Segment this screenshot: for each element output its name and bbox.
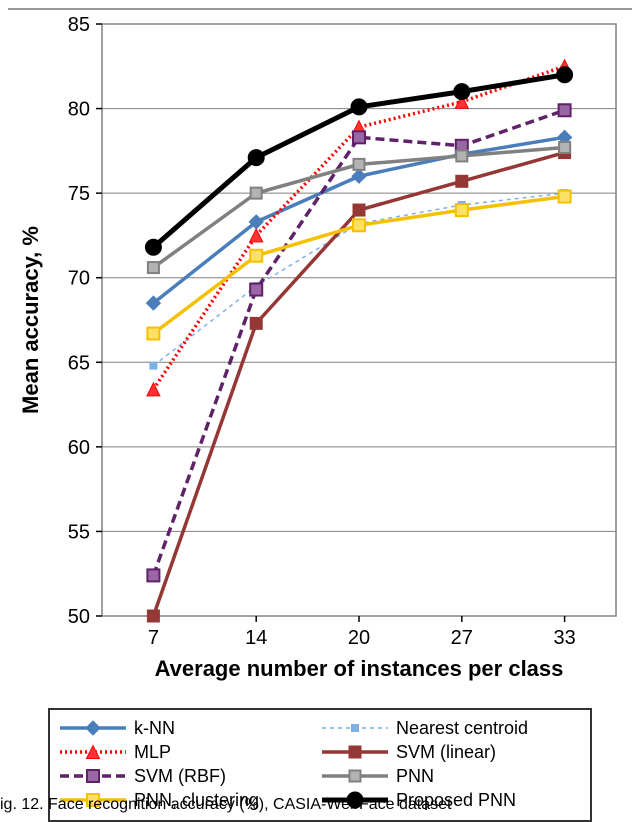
y-tick-label: 75 [68,183,90,205]
x-tick-label: 20 [348,627,370,649]
legend-item: k-NN [58,716,320,740]
legend-swatch [58,741,128,763]
x-tick-label: 14 [245,627,267,649]
legend-swatch [320,765,390,787]
x-tick-label: 7 [148,627,159,649]
legend-item: MLP [58,740,320,764]
legend-item: SVM (linear) [320,740,582,764]
legend-swatch [320,717,390,739]
figure-caption: ig. 12. Face recognition accuracy (%), C… [0,796,640,814]
legend-label: k-NN [134,718,175,739]
legend-swatch [58,717,128,739]
legend-item: PNN [320,764,582,788]
figure-wrap: 50 55 60 65 70 75 80 85 7 14 20 27 33 Mean accuracy, … [0,0,640,817]
chart-area: 50 55 60 65 70 75 80 85 7 14 20 27 33 Mean accuracy, … [8,8,632,700]
x-axis-title: Average number of instances per class [155,656,564,681]
y-tick-label: 55 [68,521,90,543]
y-tick-label: 85 [68,14,90,36]
legend-label: SVM (linear) [396,742,496,763]
legend-swatch [58,765,128,787]
legend-item: SVM (RBF) [58,764,320,788]
y-tick-label: 70 [68,268,90,290]
legend-swatch [320,741,390,763]
y-tick-label: 50 [68,606,90,628]
legend-label: SVM (RBF) [134,766,226,787]
legend-label: Nearest centroid [396,718,528,739]
x-tick-label: 33 [553,627,575,649]
chart-svg: 50 55 60 65 70 75 80 85 7 14 20 27 33 Mean accuracy, … [8,10,632,700]
y-tick-label: 60 [68,437,90,459]
y-tick-label: 65 [68,352,90,374]
y-tick-label: 80 [68,99,90,121]
legend-label: PNN [396,766,434,787]
x-tick-label: 27 [451,627,473,649]
legend-label: MLP [134,742,171,763]
y-axis-title: Mean accuracy, % [18,226,43,414]
legend-item: Nearest centroid [320,716,582,740]
